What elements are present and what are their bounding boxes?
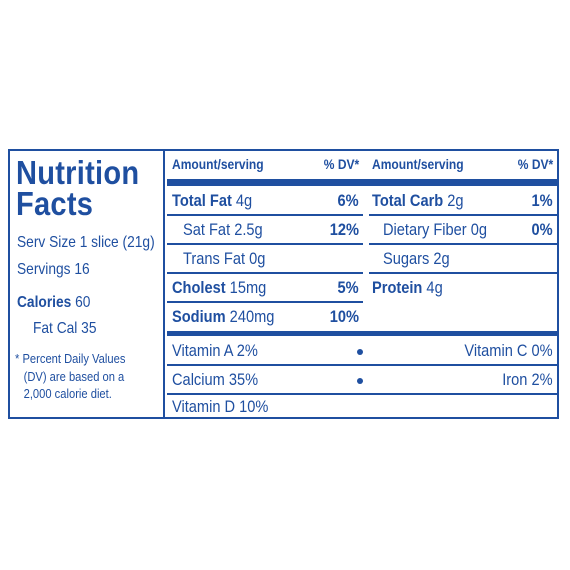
row-rule	[167, 272, 363, 274]
header-rule	[167, 179, 557, 186]
calories-label: Calories	[17, 294, 72, 311]
sodium: Sodium 240mg	[172, 307, 274, 327]
row-rule	[167, 243, 363, 245]
vitamin-d: Vitamin D 10%	[172, 397, 269, 416]
row-rule	[369, 272, 557, 274]
footnote-line-1: * Percent Daily Values	[15, 351, 126, 366]
iron: Iron 2%	[502, 370, 553, 389]
vitamin-c: Vitamin C 0%	[464, 341, 553, 360]
total-fat-value: 4g	[235, 191, 253, 210]
label-nutrient-table: Amount/serving % DV* Amount/serving % DV…	[167, 151, 557, 417]
row-rule	[167, 214, 363, 216]
row-rule	[167, 364, 557, 366]
cholesterol-value: 15mg	[229, 278, 267, 297]
calories-value: 60	[75, 294, 91, 311]
daily-value-footnote: * Percent Daily Values (DV) are based on…	[15, 350, 125, 403]
total-carb-dv: 1%	[532, 191, 553, 211]
cholesterol: Cholest 15mg	[172, 278, 266, 298]
cholesterol-dv: 5%	[338, 278, 359, 298]
label-left-panel: Nutrition Facts Serv Size 1 slice (21g) …	[10, 151, 165, 417]
sodium-label: Sodium	[172, 307, 226, 326]
calcium: Calcium 35%	[172, 370, 259, 389]
protein: Protein 4g	[372, 278, 443, 298]
protein-value: 4g	[426, 278, 443, 297]
row-rule	[369, 214, 557, 216]
servings-per-container: Servings 16	[17, 261, 90, 278]
dietary-fiber-dv-value: 0%	[531, 220, 553, 239]
header-amount-left: Amount/serving	[172, 156, 264, 172]
row-rule	[167, 301, 363, 303]
calories: Calories 60	[17, 294, 90, 312]
sodium-value: 240mg	[229, 307, 275, 326]
title-line-2: Facts	[16, 185, 94, 222]
dietary-fiber-dv: 0%	[532, 220, 553, 240]
row-rule	[167, 393, 557, 395]
total-carb-label: Total Carb	[372, 191, 444, 210]
sodium-dv: 10%	[330, 307, 359, 327]
sat-fat-dv: 12%	[330, 220, 359, 240]
total-fat: Total Fat 4g	[172, 191, 252, 211]
header-dv-right: % DV*	[517, 156, 553, 172]
dietary-fiber: Dietary Fiber 0g	[383, 220, 488, 239]
bullet-dot	[357, 378, 363, 384]
footnote-line-2: (DV) are based on a	[23, 368, 125, 384]
cholesterol-dv-value: 5%	[337, 278, 359, 297]
sugars: Sugars 2g	[383, 249, 450, 268]
total-carb: Total Carb 2g	[372, 191, 464, 211]
cholesterol-label: Cholest	[172, 278, 226, 297]
fat-calories: Fat Cal 35	[33, 320, 97, 337]
total-carb-dv-value: 1%	[531, 191, 553, 210]
vitamins-rule	[167, 331, 557, 336]
trans-fat: Trans Fat 0g	[183, 249, 266, 268]
sodium-dv-value: 10%	[329, 307, 359, 326]
footnote-line-3: 2,000 calorie diet.	[23, 386, 112, 401]
row-rule	[369, 243, 557, 245]
total-carb-value: 2g	[447, 191, 464, 210]
protein-label: Protein	[372, 278, 423, 297]
total-fat-label: Total Fat	[172, 191, 232, 210]
title-line-1: Nutrition	[16, 154, 140, 191]
total-fat-dv: 6%	[338, 191, 359, 211]
total-fat-dv-value: 6%	[337, 191, 359, 210]
vitamin-a: Vitamin A 2%	[172, 341, 258, 360]
serving-size: Serv Size 1 slice (21g)	[17, 234, 155, 251]
nutrition-facts-label: Nutrition Facts Serv Size 1 slice (21g) …	[8, 149, 559, 419]
label-title: Nutrition Facts	[16, 154, 140, 222]
header-dv-left: % DV*	[323, 156, 359, 172]
sat-fat: Sat Fat 2.5g	[183, 220, 263, 239]
sat-fat-dv-value: 12%	[329, 220, 359, 239]
bullet-dot	[357, 349, 363, 355]
header-amount-right: Amount/serving	[372, 156, 464, 172]
